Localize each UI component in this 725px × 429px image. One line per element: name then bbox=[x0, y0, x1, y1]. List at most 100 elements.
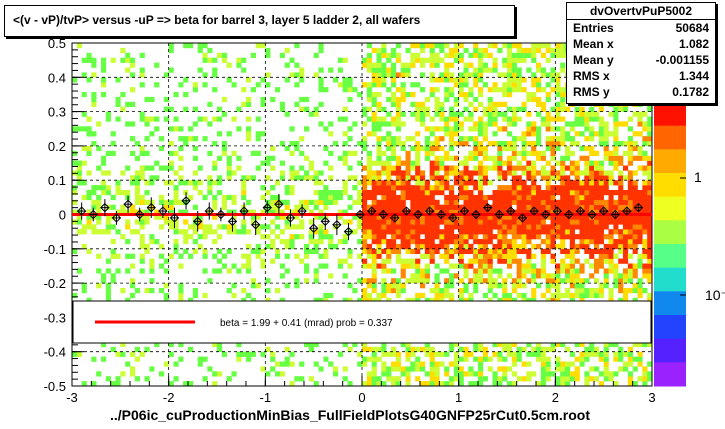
density-cell bbox=[357, 92, 363, 98]
density-cell bbox=[560, 209, 566, 215]
density-cell bbox=[400, 87, 406, 93]
density-cell bbox=[400, 219, 406, 225]
density-cell bbox=[613, 273, 619, 279]
density-cell bbox=[391, 67, 397, 73]
density-cell bbox=[139, 52, 145, 58]
density-cell bbox=[598, 351, 604, 357]
density-cell bbox=[449, 111, 455, 117]
density-cell bbox=[458, 204, 464, 210]
density-cell bbox=[424, 96, 430, 103]
density-cell bbox=[371, 175, 377, 181]
density-cell bbox=[536, 136, 542, 142]
density-cell bbox=[463, 234, 469, 240]
density-cell bbox=[429, 87, 435, 93]
density-cell bbox=[371, 346, 377, 352]
density-cell bbox=[163, 258, 169, 264]
density-cell bbox=[468, 175, 474, 181]
density-cell bbox=[391, 190, 397, 196]
x-tick-label: 2 bbox=[552, 390, 559, 405]
density-cell bbox=[560, 366, 566, 372]
density-cell bbox=[555, 106, 561, 112]
density-cell bbox=[453, 111, 459, 117]
density-cell bbox=[439, 219, 445, 225]
density-cell bbox=[395, 292, 401, 299]
density-cell bbox=[516, 77, 522, 83]
density-cell bbox=[207, 366, 213, 372]
density-cell bbox=[540, 356, 546, 362]
density-cell bbox=[110, 204, 116, 210]
density-cell bbox=[584, 185, 590, 191]
density-cell bbox=[275, 209, 281, 215]
density-cell bbox=[482, 67, 488, 73]
density-cell bbox=[434, 278, 440, 284]
density-cell bbox=[366, 292, 372, 299]
density-cell bbox=[313, 229, 319, 235]
density-cell bbox=[603, 224, 609, 230]
density-cell bbox=[540, 67, 546, 73]
density-cell bbox=[540, 376, 546, 382]
density-cell bbox=[526, 297, 532, 303]
density-cell bbox=[584, 224, 590, 230]
density-cell bbox=[439, 72, 445, 78]
density-cell bbox=[516, 57, 522, 63]
density-cell bbox=[163, 297, 169, 303]
density-cell bbox=[642, 263, 648, 269]
density-cell bbox=[516, 52, 522, 58]
density-cell bbox=[289, 175, 295, 181]
density-cell bbox=[168, 150, 174, 156]
density-cell bbox=[304, 278, 310, 284]
density-cell bbox=[497, 160, 503, 166]
density-cell bbox=[463, 62, 469, 68]
density-cell bbox=[434, 126, 440, 132]
density-cell bbox=[627, 155, 633, 161]
density-cell bbox=[275, 248, 281, 254]
density-cell bbox=[574, 371, 580, 377]
density-cell bbox=[540, 273, 546, 279]
density-cell bbox=[565, 229, 571, 235]
density-cell bbox=[429, 165, 435, 171]
density-cell bbox=[536, 190, 542, 196]
density-cell bbox=[536, 268, 542, 274]
density-cell bbox=[110, 346, 116, 352]
density-cell bbox=[521, 52, 527, 58]
density-cell bbox=[507, 141, 513, 147]
density-cell bbox=[381, 170, 387, 176]
density-cell bbox=[642, 248, 648, 254]
density-cell bbox=[526, 371, 532, 377]
density-cell bbox=[125, 297, 131, 303]
density-cell bbox=[381, 278, 387, 284]
density-cell bbox=[308, 239, 314, 245]
density-cell bbox=[105, 292, 111, 299]
density-cell bbox=[623, 209, 629, 215]
density-cell bbox=[478, 131, 484, 137]
density-cell bbox=[391, 180, 397, 186]
density-cell bbox=[183, 43, 189, 49]
density-cell bbox=[130, 253, 136, 259]
density-cell bbox=[545, 185, 551, 191]
density-cell bbox=[308, 175, 314, 181]
density-cell bbox=[352, 199, 358, 205]
density-cell bbox=[260, 43, 266, 49]
density-cell bbox=[376, 57, 382, 63]
density-cell bbox=[217, 224, 223, 230]
chart-title: <(v - vP)/tvP> versus -uP => beta for ba… bbox=[13, 13, 421, 27]
density-cell bbox=[540, 371, 546, 377]
density-cell bbox=[618, 278, 624, 284]
density-cell bbox=[76, 351, 82, 357]
density-cell bbox=[613, 278, 619, 284]
density-cell bbox=[550, 52, 556, 58]
density-cell bbox=[647, 155, 653, 161]
density-cell bbox=[507, 199, 513, 205]
density-cell bbox=[487, 121, 493, 127]
density-cell bbox=[463, 190, 469, 196]
density-cell bbox=[540, 258, 546, 264]
density-cell bbox=[560, 190, 566, 196]
density-cell bbox=[101, 170, 107, 176]
density-cell bbox=[347, 126, 353, 132]
density-cell bbox=[342, 155, 348, 161]
density-cell bbox=[463, 82, 469, 88]
density-cell bbox=[574, 356, 580, 362]
palette-band bbox=[654, 102, 686, 127]
density-cell bbox=[424, 106, 430, 112]
density-cell bbox=[492, 116, 498, 122]
